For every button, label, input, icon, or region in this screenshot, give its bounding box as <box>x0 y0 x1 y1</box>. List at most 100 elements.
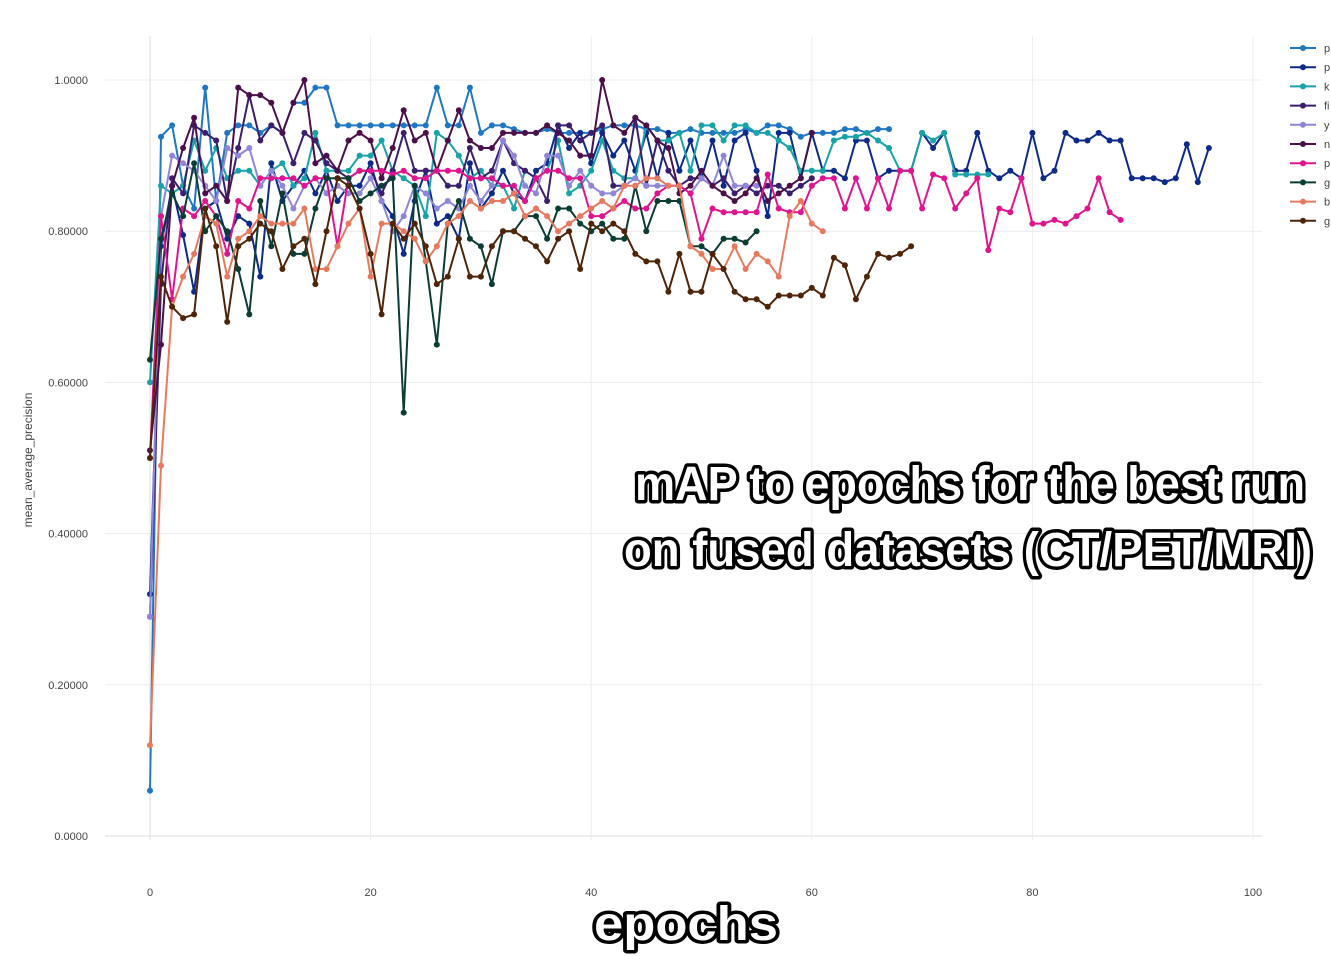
data-point <box>389 145 396 151</box>
data-point <box>444 167 451 174</box>
data-point <box>147 455 153 461</box>
legend-swatch-marker[interactable] <box>1300 121 1306 128</box>
data-point <box>709 129 716 136</box>
data-point <box>919 129 926 136</box>
x-tick-label: 80 <box>1026 887 1038 899</box>
data-point <box>830 254 837 261</box>
data-point <box>544 198 551 204</box>
data-point <box>621 129 628 136</box>
data-point <box>687 190 694 197</box>
data-point <box>356 167 363 174</box>
data-point <box>488 190 495 197</box>
data-point <box>191 250 198 257</box>
data-point <box>863 205 870 212</box>
legend-entry: p <box>1324 62 1330 74</box>
data-point <box>555 235 562 242</box>
data-point <box>698 243 705 250</box>
data-point <box>731 243 738 250</box>
data-point <box>477 243 484 250</box>
data-point <box>466 145 473 151</box>
data-point <box>819 167 826 174</box>
data-point <box>356 198 363 204</box>
data-point <box>610 122 617 129</box>
data-point <box>588 205 595 212</box>
data-point <box>202 84 209 91</box>
data-point <box>588 220 595 227</box>
data-point <box>1194 179 1201 186</box>
data-point <box>1007 167 1014 174</box>
data-point <box>830 137 837 144</box>
data-point <box>841 205 848 212</box>
data-point <box>808 129 815 136</box>
legend-swatch-marker[interactable] <box>1300 83 1306 90</box>
data-point <box>974 129 981 136</box>
legend-swatch-marker[interactable] <box>1300 64 1306 71</box>
data-point <box>930 145 937 151</box>
data-point <box>268 160 275 167</box>
data-point <box>257 220 264 227</box>
data-point <box>566 205 573 212</box>
legend-swatch-marker[interactable] <box>1300 141 1306 147</box>
legend-swatch-marker[interactable] <box>1300 160 1306 167</box>
data-point <box>147 356 153 363</box>
data-point <box>753 296 760 303</box>
data-point <box>764 303 771 310</box>
data-point <box>588 167 595 174</box>
data-point <box>268 228 275 235</box>
data-point <box>797 175 804 182</box>
data-point <box>720 182 727 189</box>
data-point <box>356 205 363 212</box>
data-point <box>676 167 683 174</box>
data-point <box>411 137 418 144</box>
data-point <box>566 175 573 182</box>
data-point <box>433 167 440 174</box>
data-point <box>268 122 275 129</box>
data-point <box>224 318 231 325</box>
data-point <box>235 243 242 250</box>
legend-swatch-marker[interactable] <box>1300 45 1306 51</box>
legend-swatch-marker[interactable] <box>1300 102 1306 109</box>
data-point <box>709 250 716 257</box>
data-point <box>852 296 859 303</box>
y-tick-label: 0.20000 <box>48 680 88 692</box>
legend-swatch-marker[interactable] <box>1300 217 1306 224</box>
data-point <box>455 235 462 242</box>
data-point <box>246 311 253 318</box>
data-point <box>235 122 242 129</box>
data-point <box>367 250 374 257</box>
data-point <box>433 281 440 288</box>
data-point <box>367 273 374 280</box>
data-point <box>466 175 473 182</box>
data-point <box>985 171 992 178</box>
data-point <box>422 129 429 136</box>
legend-entry: y <box>1324 120 1330 132</box>
legend-swatch-marker[interactable] <box>1300 179 1306 186</box>
data-point <box>1007 209 1014 216</box>
data-point <box>279 220 286 227</box>
data-point <box>433 129 440 136</box>
data-point <box>786 182 793 189</box>
y-tick-label: 0.0000 <box>54 831 88 843</box>
data-point <box>1205 145 1212 151</box>
data-point <box>897 167 903 174</box>
data-point <box>511 182 517 189</box>
legend-entry: b <box>1324 197 1330 209</box>
data-point <box>698 235 705 242</box>
data-point <box>224 198 231 204</box>
data-point <box>522 182 528 189</box>
data-point <box>422 122 429 129</box>
data-point <box>952 171 959 178</box>
legend-swatch-marker[interactable] <box>1300 198 1306 205</box>
data-point <box>577 129 584 136</box>
data-point <box>444 198 451 204</box>
data-point <box>522 129 528 136</box>
data-point <box>588 213 595 220</box>
data-point <box>1183 141 1190 148</box>
data-point <box>875 137 881 144</box>
data-point <box>477 129 484 136</box>
data-point <box>202 198 209 204</box>
data-point <box>610 182 617 189</box>
data-point <box>477 205 484 212</box>
data-point <box>180 315 187 322</box>
data-point <box>147 613 153 620</box>
